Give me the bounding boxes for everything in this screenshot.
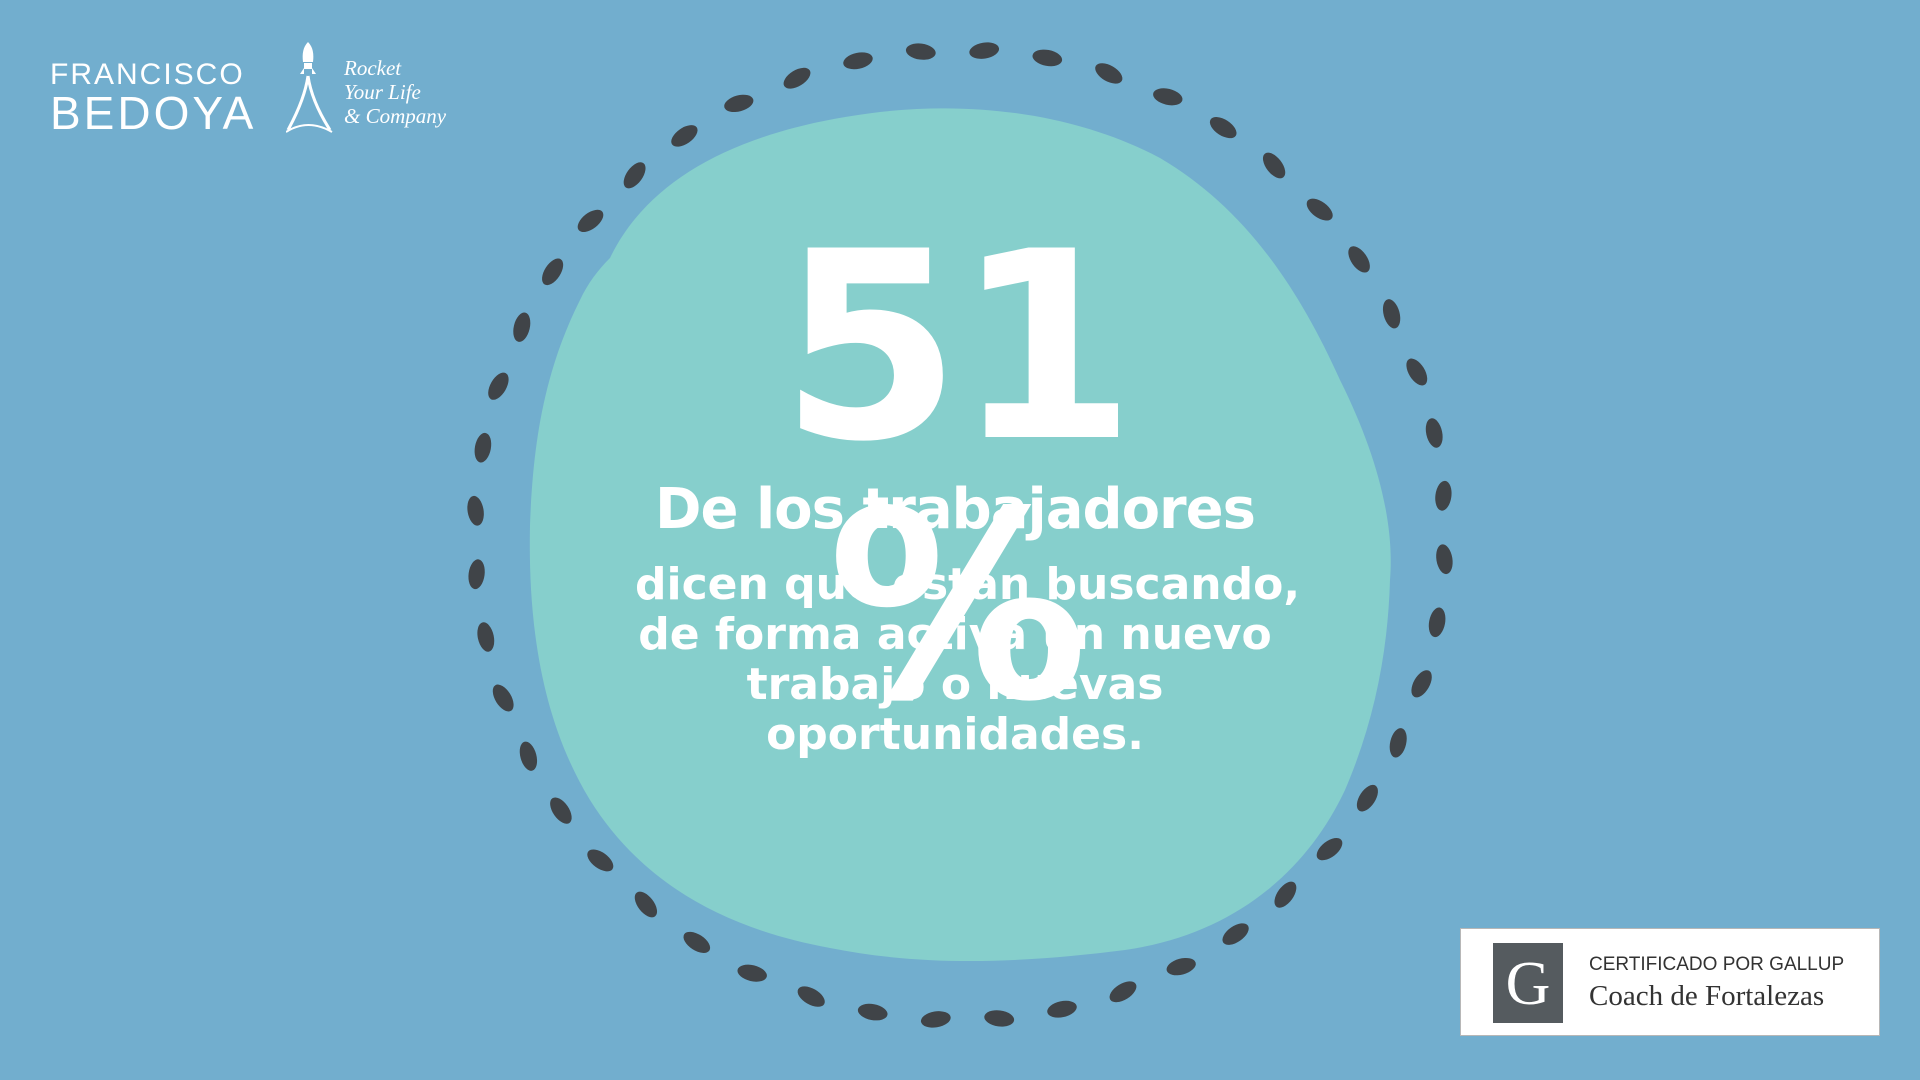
ring-dash (1389, 728, 1407, 758)
logo-name-first: FRANCISCO (50, 58, 245, 91)
ring-dash (1222, 923, 1249, 945)
ring-dash (905, 43, 936, 60)
ring-dash (550, 797, 572, 824)
description-line: de forma activa un nuevo (638, 609, 1272, 660)
ring-dash (542, 258, 564, 286)
dashed-ring (467, 42, 1453, 1028)
ring-dash (797, 986, 825, 1007)
gallup-g-icon: G (1493, 943, 1563, 1023)
ring-dash (1047, 1000, 1077, 1018)
ring-dash (1428, 607, 1446, 638)
gallup-badge: G CERTIFICADO POR GALLUP Coach de Fortal… (1460, 928, 1880, 1036)
ring-dash (783, 67, 811, 89)
description-line: dicen que están buscando, (635, 559, 1301, 610)
ring-dash (1153, 88, 1183, 106)
ring-dash (634, 891, 658, 918)
ring-dash (623, 162, 646, 189)
ring-dash (920, 1011, 951, 1028)
logo-tagline: Rocket Your Life & Company (344, 56, 446, 128)
badge-coach-text: Coach de Fortalezas (1589, 980, 1825, 1012)
ring-dash (737, 964, 767, 982)
ring-dash (1306, 198, 1333, 221)
ring-dash (474, 432, 492, 463)
description-line: oportunidades. (766, 709, 1144, 760)
ring-dash (587, 849, 614, 872)
teal-blob (529, 108, 1391, 962)
tagline-line: Rocket (344, 56, 402, 80)
ring-dash (1095, 63, 1123, 84)
ring-dash (1209, 117, 1237, 139)
ring-dash (467, 495, 484, 526)
ring-dash (519, 741, 538, 771)
ring-dash (1406, 358, 1428, 386)
ring-dash (1425, 418, 1443, 448)
rocket-icon (286, 42, 333, 133)
ring-dash (724, 94, 754, 113)
badge-certified-text: CERTIFICADO POR GALLUP (1589, 954, 1845, 975)
ring-dash (671, 125, 698, 147)
stat-block: 51 % De los trabajadores dicen que están… (635, 197, 1301, 760)
ring-dash (1356, 784, 1378, 812)
ring-dash (1109, 981, 1137, 1003)
ring-dash (843, 52, 873, 70)
ring-dash (513, 312, 531, 342)
ring-dash (1382, 299, 1401, 329)
ring-dash (984, 1010, 1015, 1027)
tagline-line: Your Life (344, 80, 421, 104)
stat-subhead: De los trabajadores (655, 477, 1256, 542)
ring-dash (1411, 670, 1432, 698)
ring-dash (1262, 152, 1286, 179)
ring-dash (477, 622, 495, 652)
ring-dash (857, 1003, 888, 1021)
percent-value: 51 % (780, 197, 1136, 759)
ring-dash (488, 372, 509, 400)
ring-dash (1032, 49, 1063, 67)
logo-name-last: BEDOYA (50, 87, 257, 139)
ring-dash (969, 42, 1000, 59)
ring-dash (1348, 246, 1370, 273)
ring-dash (1166, 957, 1196, 976)
ring-dash (468, 559, 485, 590)
ring-dash (1274, 881, 1297, 908)
ring-dash (1435, 480, 1452, 511)
stat-description: dicen que están buscando, de forma activ… (635, 559, 1301, 760)
ring-dash (492, 684, 514, 712)
ring-dash (683, 931, 711, 953)
brand-logo: FRANCISCO BEDOYA Rocket Your Life & Comp… (50, 38, 480, 138)
ring-dash (1436, 544, 1453, 575)
description-line: trabajo o nuevas (746, 659, 1164, 710)
ring-dash (577, 209, 604, 233)
ring-dash (1316, 837, 1343, 861)
tagline-line: & Company (344, 104, 447, 128)
